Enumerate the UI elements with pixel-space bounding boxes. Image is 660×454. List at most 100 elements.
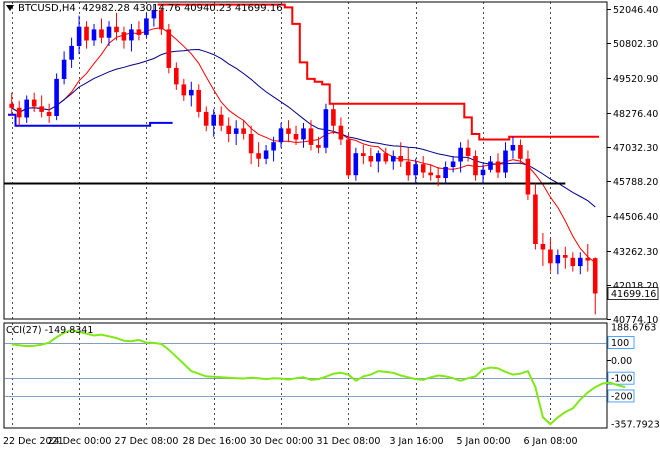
y-tick-label: 45788.20 (613, 177, 658, 188)
candle-body (405, 161, 411, 176)
cci-panel-frame (3, 322, 608, 429)
dropdown-triangle-icon[interactable] (6, 5, 14, 11)
cci-level-box (607, 389, 635, 403)
candle-body (391, 156, 396, 162)
candle-body (136, 29, 142, 35)
candle-body (376, 153, 381, 162)
x-tick-label: 6 Jan 08:00 (523, 436, 577, 447)
candle-body (428, 172, 433, 176)
candle-body (181, 84, 187, 96)
x-tick-label: 5 Jan 00:00 (456, 436, 510, 447)
y-tick-label: 44506.40 (613, 212, 658, 223)
y-tick-label: 48276.40 (613, 109, 658, 120)
cci-tick-label: 100 (611, 338, 629, 349)
candle-body (121, 32, 127, 41)
candle-body (301, 128, 306, 140)
candle-body (129, 29, 134, 41)
candle-body (46, 111, 52, 116)
x-tick-label: 30 Dec 00:00 (250, 436, 314, 447)
candle-body (286, 128, 291, 134)
candle-body (548, 249, 553, 264)
candle-body (39, 106, 44, 112)
candle-body (473, 156, 478, 176)
candle-body (256, 153, 261, 159)
cci-tick-label: -100 (611, 374, 633, 385)
cci-value: -149.8341 (44, 325, 94, 336)
symbol-label: BTCUSD,H4 (18, 3, 76, 14)
x-tick-label: 31 Dec 08:00 (317, 436, 381, 447)
y-tick-label: 42018.20 (613, 281, 658, 292)
candle-body (9, 103, 14, 108)
candle-body (443, 167, 448, 178)
x-tick-label: 28 Dec 16:00 (183, 436, 247, 447)
cci-line (11, 329, 626, 426)
candle-body (563, 255, 568, 258)
y-tick-label: 43262.30 (613, 247, 658, 258)
candle-body (338, 125, 344, 140)
cci-tick-label: -200 (611, 391, 633, 402)
cci-level-box (607, 371, 635, 385)
candle-body (31, 99, 37, 107)
current-price-label: 41699.16 (611, 289, 656, 300)
candle-body (106, 26, 112, 38)
candle-body (293, 134, 299, 140)
candle-body (196, 89, 201, 112)
candle-body (24, 99, 29, 118)
cci-tick-label: 188.6763 (611, 322, 656, 333)
y-tick-label: 52046.40 (613, 5, 658, 16)
candle-body (495, 161, 501, 173)
candle-body (308, 128, 314, 145)
candle-body (91, 29, 97, 41)
candle-body (555, 255, 561, 264)
candle-body (241, 128, 246, 134)
y-tick-label: 50802.30 (613, 39, 658, 50)
candle-body (159, 10, 164, 30)
candle-body (458, 147, 463, 162)
candle-body (76, 26, 82, 46)
candle-body (278, 128, 284, 143)
candle-body (592, 258, 598, 294)
candle-body (503, 150, 508, 173)
candle-body (465, 147, 471, 156)
candle-body (323, 109, 329, 148)
chart-header: BTCUSD,H4 42982.28 43014.76 40940.23 416… (6, 3, 283, 14)
candle-body (353, 153, 359, 176)
candle-body (144, 18, 149, 35)
candle-body (331, 109, 336, 126)
candle-body (166, 29, 172, 68)
candle-body (450, 161, 456, 167)
candle-body (435, 175, 441, 178)
candle-body (84, 26, 89, 41)
candle-body (420, 164, 426, 173)
y-tick-label: 47032.30 (613, 143, 658, 154)
lower-trailing-band-line (8, 113, 173, 127)
candle-body (578, 257, 583, 267)
x-tick-label: 3 Jan 16:00 (389, 436, 443, 447)
candle-body (525, 158, 531, 195)
cci-header: CCI(27) -149.8341 (6, 325, 93, 336)
candle-body (413, 164, 418, 176)
candle-body (211, 114, 216, 126)
candle-body (54, 78, 59, 116)
cci-tick-label: 0.00 (611, 356, 632, 367)
candle-body (488, 161, 493, 170)
candle-body (383, 153, 389, 162)
candle-body (233, 128, 239, 134)
candle-body (203, 111, 209, 126)
candle-body (69, 45, 74, 60)
x-tick-label: 27 Dec 08:00 (115, 436, 179, 447)
candle-body (189, 89, 194, 96)
candle-body (218, 114, 224, 126)
candle-body (540, 244, 546, 250)
cci-name: CCI(27) (6, 325, 42, 336)
candle-body (368, 156, 374, 162)
cci-tick-label: -357.7923 (611, 420, 660, 431)
candle-body (174, 67, 179, 85)
candle-body (151, 10, 157, 19)
candle-body (510, 145, 516, 151)
current-price-tag (607, 287, 659, 300)
candle-body (518, 145, 523, 159)
candle-body (585, 257, 591, 261)
